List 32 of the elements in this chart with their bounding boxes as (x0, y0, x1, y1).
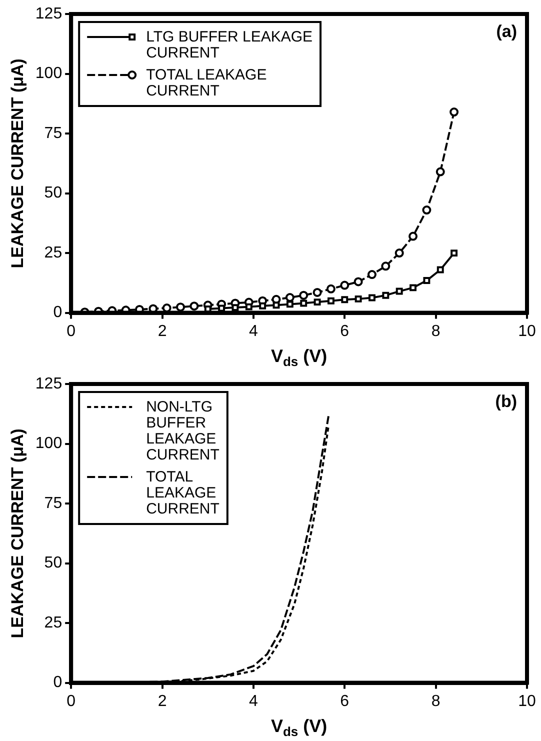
y-tick-label: 75 (44, 494, 62, 512)
x-tick-label: 8 (431, 322, 440, 340)
x-tick-label: 2 (158, 692, 167, 710)
y-tick-label: 0 (53, 674, 62, 692)
y-tick-label: 125 (35, 375, 62, 392)
y-tick-label: 50 (44, 184, 62, 202)
x-tick-label: 2 (158, 322, 167, 340)
x-tick-label: 0 (66, 692, 76, 710)
x-tick-label: 6 (340, 322, 350, 340)
y-tick-label: 50 (44, 554, 62, 572)
x-tick-label: 10 (518, 692, 536, 710)
y-tick-label: 100 (35, 435, 62, 452)
y-tick-label: 100 (35, 65, 62, 82)
y-tick-label: 125 (35, 5, 62, 22)
y-tick-label: 0 (53, 304, 62, 322)
y-axis-title: LEAKAGE CURRENT (μA) (8, 58, 27, 268)
x-tick-label: 4 (249, 692, 258, 710)
legend-label: NON-LTG BUFFER LEAKAGE CURRENT (146, 398, 220, 464)
x-tick-label: 4 (249, 322, 258, 340)
x-tick-label: 6 (340, 692, 350, 710)
x-tick-label: 0 (66, 322, 76, 340)
annotation: (b) (495, 392, 517, 412)
annotation: (a) (496, 22, 517, 42)
x-tick-label: 10 (518, 322, 536, 340)
y-tick-label: 75 (44, 124, 62, 142)
legend-label: TOTAL LEAKAGE CURRENT (146, 66, 267, 100)
legend-label: TOTAL LEAKAGE CURRENT (146, 468, 220, 518)
legend-label: LTG BUFFER LEAKAGE CURRENT (146, 28, 313, 62)
y-tick-label: 25 (44, 614, 62, 632)
y-axis-title: LEAKAGE CURRENT (μA) (8, 428, 27, 638)
y-tick-label: 25 (44, 244, 62, 262)
x-tick-label: 8 (431, 692, 440, 710)
